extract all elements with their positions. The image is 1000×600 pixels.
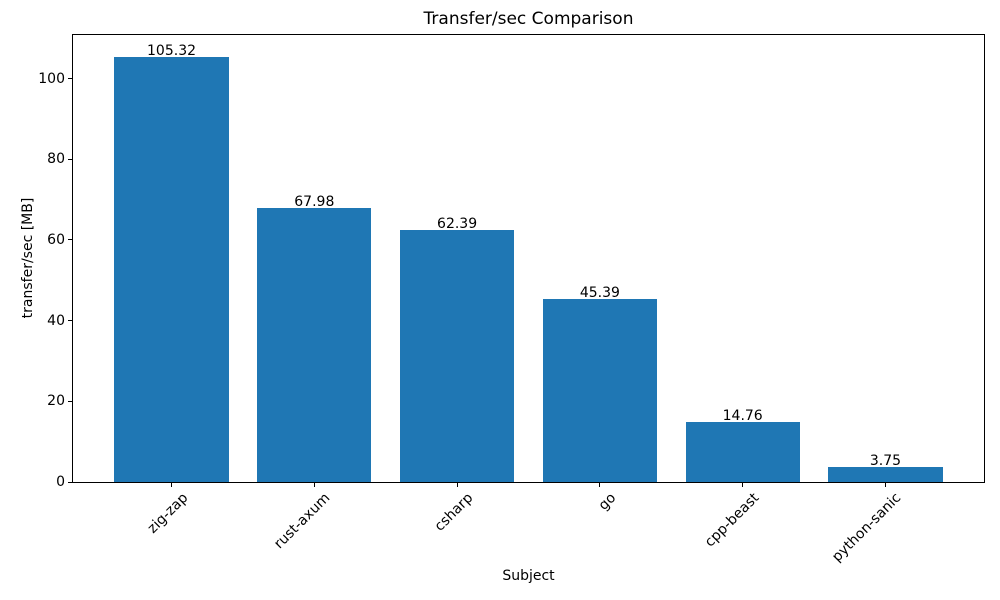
y-tick-label: 20 xyxy=(47,393,65,410)
bar xyxy=(399,230,515,482)
x-tick-mark xyxy=(313,483,315,487)
y-axis-label: transfer/sec [MB] xyxy=(20,197,36,319)
bar xyxy=(542,298,657,482)
y-tick-label: 0 xyxy=(56,474,65,490)
bar xyxy=(114,57,229,482)
y-tick-label: 80 xyxy=(47,151,65,168)
chart-title: Transfer/sec Comparison xyxy=(423,9,634,29)
bar xyxy=(257,207,372,482)
x-tick-mark xyxy=(599,483,601,487)
bar xyxy=(685,422,800,482)
x-tick-mark xyxy=(171,483,173,487)
x-tick-mark xyxy=(742,483,744,487)
y-tick-label: 100 xyxy=(38,70,65,87)
x-tick-mark xyxy=(884,483,886,487)
x-tick-mark xyxy=(456,483,458,487)
bar xyxy=(828,466,943,482)
x-axis-label: Subject xyxy=(502,568,555,584)
plot-area xyxy=(72,34,985,483)
